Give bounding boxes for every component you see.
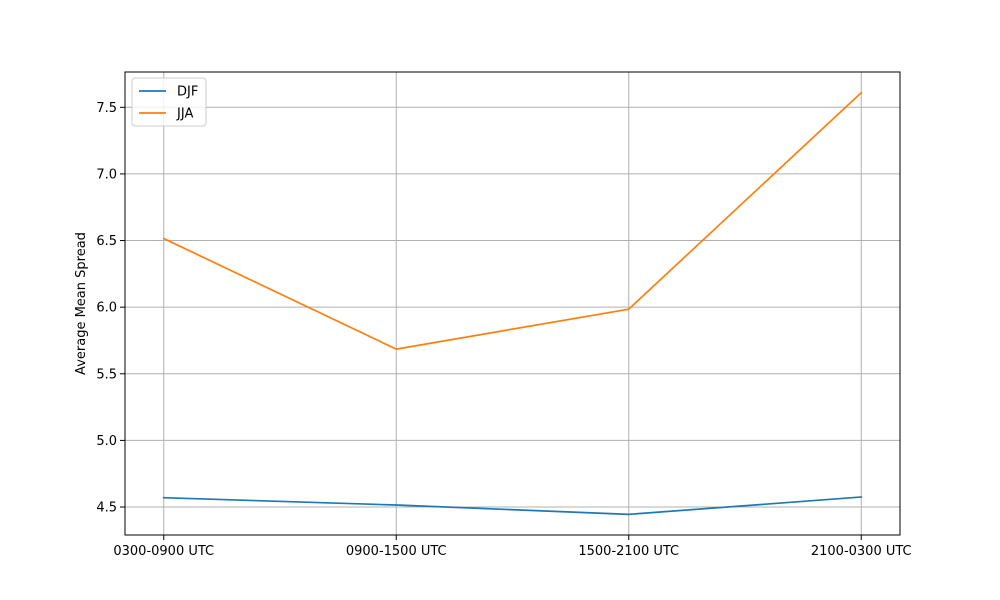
y-tick-label: 5.0 (96, 434, 117, 449)
y-axis: 4.5 5.0 5.5 6.0 6.5 7.0 7.5 (96, 101, 125, 516)
series-lines (162, 91, 863, 516)
x-tick-label: 1500-2100 UTC (578, 544, 679, 559)
legend-label-jja: JJA (176, 107, 193, 122)
x-tick-label: 0900-1500 UTC (346, 544, 447, 559)
y-tick-label: 6.0 (96, 301, 117, 316)
y-tick-label: 6.5 (96, 234, 117, 249)
legend-label-djf: DJF (177, 85, 198, 100)
plot-frame (124, 71, 901, 536)
y-tick-label: 7.0 (96, 167, 117, 182)
legend: DJF JJA (131, 77, 207, 127)
grid-lines (125, 72, 900, 535)
y-axis-label: Average Mean Spread (74, 232, 89, 375)
x-axis: 0300-0900 UTC 0900-1500 UTC 1500-2100 UTC 2… (113, 535, 912, 559)
x-tick-label: 2100-0300 UTC (811, 544, 912, 559)
series-line-jja (162, 91, 863, 350)
y-tick-label: 4.5 (96, 501, 117, 516)
series-line-djf (162, 496, 863, 516)
y-tick-label: 7.5 (96, 101, 117, 116)
legend-box (131, 77, 207, 127)
y-tick-label: 5.5 (96, 367, 117, 382)
x-tick-label: 0300-0900 UTC (113, 544, 214, 559)
